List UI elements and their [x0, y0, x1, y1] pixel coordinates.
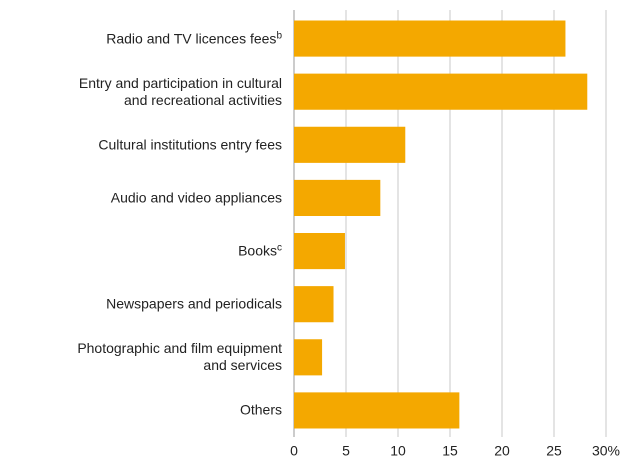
x-tick-label: 0	[290, 443, 298, 459]
category-text: Photographic and film equipment and serv…	[77, 340, 282, 374]
category-label: Photographic and film equipment and serv…	[0, 340, 282, 374]
category-text: Audio and video appliances	[110, 189, 282, 206]
category-label: Radio and TV licences feesb	[0, 30, 282, 47]
bar	[294, 126, 406, 163]
x-tick-label: 20	[494, 443, 510, 459]
x-tick-label: 30%	[592, 443, 620, 459]
x-tick-label: 10	[390, 443, 406, 459]
category-label: Entry and participation in cultural and …	[0, 75, 282, 109]
category-text: Entry and participation in cultural and …	[78, 74, 282, 108]
bar	[294, 286, 334, 323]
bar	[294, 339, 323, 376]
bar	[294, 20, 566, 57]
x-tick-label: 25	[546, 443, 562, 459]
category-text: Cultural institutions entry fees	[98, 136, 282, 153]
category-text: Books	[238, 242, 277, 259]
category-text: Radio and TV licences fees	[106, 30, 277, 47]
x-tick-label: 5	[342, 443, 350, 459]
category-label: Audio and video appliances	[0, 189, 282, 206]
bar	[294, 73, 588, 110]
category-label: Cultural institutions entry fees	[0, 136, 282, 153]
footnote-mark: c	[277, 242, 282, 254]
footnote-mark: b	[276, 30, 282, 42]
bar	[294, 233, 345, 270]
bar	[294, 392, 460, 429]
category-text: Newspapers and periodicals	[106, 295, 282, 312]
category-label: Booksc	[0, 243, 282, 260]
category-text: Others	[239, 401, 282, 418]
category-label: Newspapers and periodicals	[0, 296, 282, 313]
bar	[294, 179, 381, 216]
category-label: Others	[0, 402, 282, 419]
x-tick-label: 15	[442, 443, 458, 459]
